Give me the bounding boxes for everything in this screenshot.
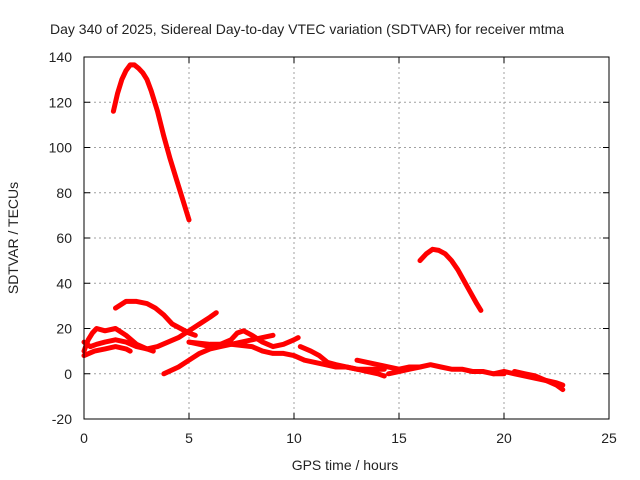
chart-title: Day 340 of 2025, Sidereal Day-to-day VTE…: [50, 21, 564, 37]
x-tick-label: 25: [601, 430, 617, 446]
x-tick-label: 15: [391, 430, 407, 446]
y-tick-label: 20: [56, 321, 72, 337]
x-axis-label: GPS time / hours: [292, 457, 399, 473]
series-line-arc-5: [81, 310, 219, 352]
y-tick-label: 120: [49, 94, 73, 110]
y-tick-label: 140: [49, 49, 73, 65]
y-tick-label: -20: [52, 411, 72, 427]
y-axis-label: SDTVAR / TECUs: [5, 182, 21, 294]
y-tick-label: 100: [49, 140, 73, 156]
series-line-arc-6: [81, 344, 133, 359]
x-tick-label: 20: [496, 430, 512, 446]
series-line-arc-9: [186, 339, 387, 372]
series-line-arc-2: [417, 246, 484, 313]
x-tick-label: 10: [286, 430, 302, 446]
series-line-arc-12: [386, 364, 423, 377]
series-line-arc-1: [110, 62, 192, 223]
series-line-arc-14: [512, 369, 566, 388]
y-tick-label: 0: [64, 366, 72, 382]
series-line-arc-3: [113, 298, 198, 338]
y-tick-label: 80: [56, 185, 72, 201]
data-series: [81, 62, 566, 393]
x-tick-label: 0: [80, 430, 88, 446]
x-tick-label: 5: [185, 430, 193, 446]
series-line-arc-10: [297, 344, 387, 379]
y-tick-label: 60: [56, 230, 72, 246]
y-tick-label: 40: [56, 275, 72, 291]
axis-ticks: 0 5 10 15 20 25 -20 0 20 40 60 80 100 120 140: [49, 49, 617, 446]
series-line-arc-11: [354, 357, 507, 377]
